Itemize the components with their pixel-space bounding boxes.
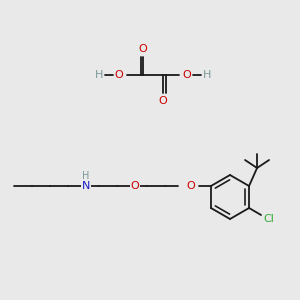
Text: H: H <box>82 171 90 181</box>
Text: H: H <box>95 70 103 80</box>
Text: Cl: Cl <box>264 214 274 224</box>
Text: N: N <box>82 181 90 191</box>
Text: O: O <box>115 70 123 80</box>
Text: H: H <box>203 70 211 80</box>
Text: O: O <box>159 96 167 106</box>
Text: O: O <box>139 44 147 54</box>
Text: O: O <box>187 181 195 191</box>
Text: O: O <box>130 181 139 191</box>
Text: O: O <box>183 70 191 80</box>
